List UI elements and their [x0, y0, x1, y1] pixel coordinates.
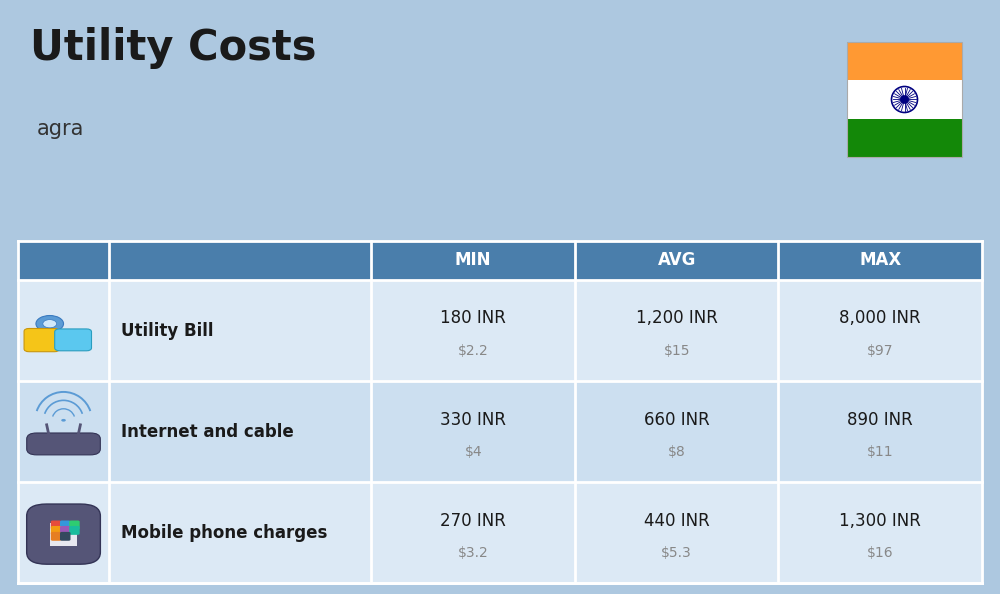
- Text: 1,300 INR: 1,300 INR: [839, 511, 921, 530]
- FancyBboxPatch shape: [18, 482, 982, 583]
- Text: AVG: AVG: [658, 251, 696, 269]
- FancyBboxPatch shape: [69, 520, 80, 529]
- Circle shape: [43, 320, 57, 328]
- FancyBboxPatch shape: [24, 328, 59, 352]
- Circle shape: [36, 315, 64, 332]
- Text: Internet and cable: Internet and cable: [121, 423, 294, 441]
- Text: $11: $11: [867, 445, 894, 459]
- Circle shape: [61, 419, 66, 422]
- FancyBboxPatch shape: [51, 532, 61, 541]
- FancyBboxPatch shape: [51, 526, 61, 535]
- Text: 270 INR: 270 INR: [440, 511, 506, 530]
- Text: 180 INR: 180 INR: [440, 309, 506, 327]
- Text: $4: $4: [464, 445, 482, 459]
- Text: $3.2: $3.2: [458, 546, 489, 560]
- FancyBboxPatch shape: [27, 504, 100, 564]
- Text: $97: $97: [867, 344, 893, 358]
- Text: 8,000 INR: 8,000 INR: [839, 309, 921, 327]
- FancyBboxPatch shape: [18, 241, 982, 280]
- Text: Mobile phone charges: Mobile phone charges: [121, 524, 327, 542]
- Text: 330 INR: 330 INR: [440, 410, 506, 428]
- Text: $8: $8: [668, 445, 686, 459]
- Text: MIN: MIN: [455, 251, 491, 269]
- FancyBboxPatch shape: [60, 520, 71, 529]
- Text: $15: $15: [663, 344, 690, 358]
- FancyBboxPatch shape: [18, 280, 982, 381]
- Text: MAX: MAX: [859, 251, 901, 269]
- FancyBboxPatch shape: [847, 80, 962, 119]
- Text: Utility Costs: Utility Costs: [30, 27, 316, 69]
- FancyBboxPatch shape: [847, 42, 962, 80]
- Text: 890 INR: 890 INR: [847, 410, 913, 428]
- Text: agra: agra: [37, 119, 84, 139]
- FancyBboxPatch shape: [60, 532, 71, 541]
- Ellipse shape: [901, 96, 908, 103]
- Text: 1,200 INR: 1,200 INR: [636, 309, 718, 327]
- FancyBboxPatch shape: [27, 433, 100, 455]
- Text: $2.2: $2.2: [458, 344, 489, 358]
- Text: $5.3: $5.3: [661, 546, 692, 560]
- FancyBboxPatch shape: [55, 329, 92, 351]
- FancyBboxPatch shape: [51, 520, 61, 529]
- FancyBboxPatch shape: [18, 381, 982, 482]
- Text: 440 INR: 440 INR: [644, 511, 710, 530]
- FancyBboxPatch shape: [50, 523, 77, 546]
- Text: $16: $16: [867, 546, 894, 560]
- Text: Utility Bill: Utility Bill: [121, 321, 214, 340]
- FancyBboxPatch shape: [847, 119, 962, 157]
- FancyBboxPatch shape: [69, 526, 80, 535]
- FancyBboxPatch shape: [60, 526, 71, 535]
- Text: 660 INR: 660 INR: [644, 410, 710, 428]
